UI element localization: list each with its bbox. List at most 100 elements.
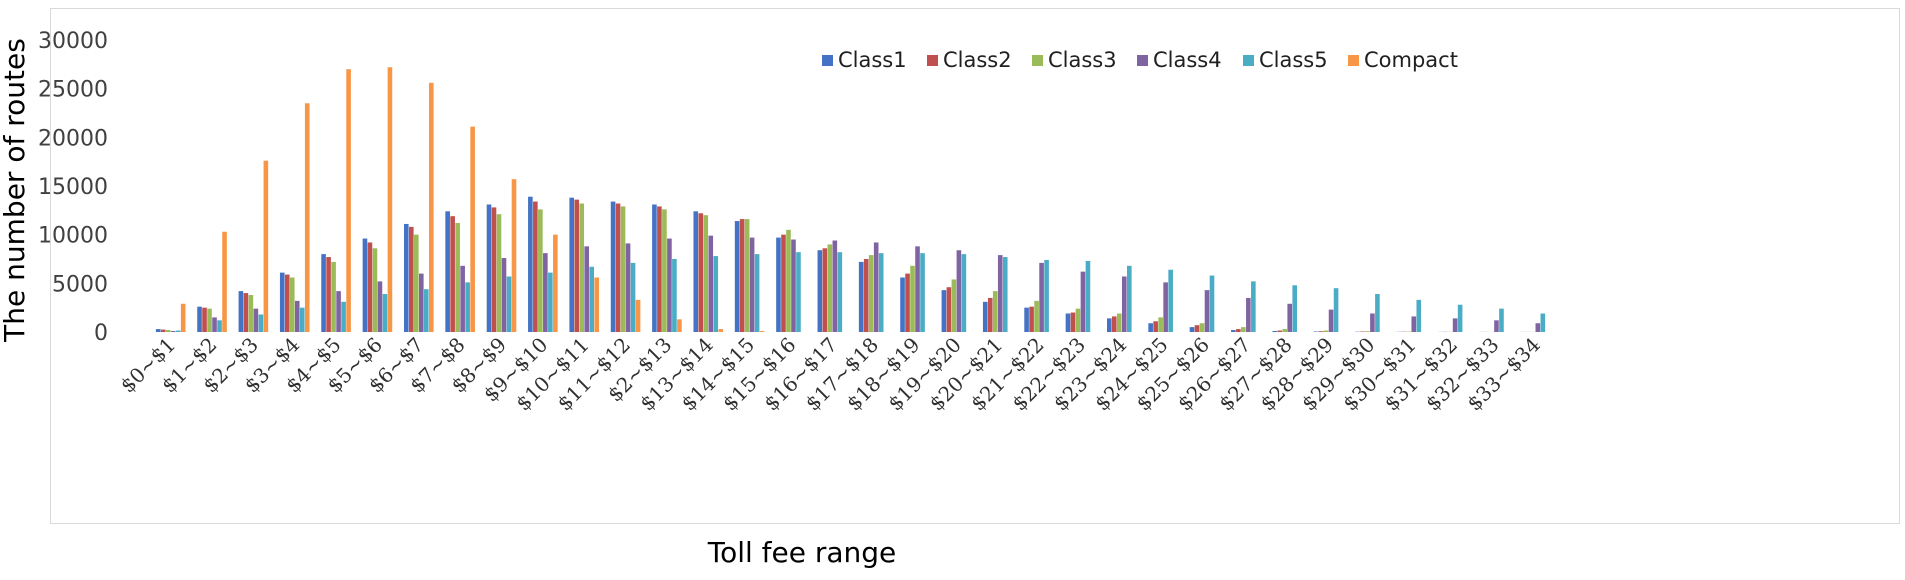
bar-class3-22: [1075, 308, 1081, 332]
legend-swatch-class2: [927, 55, 938, 66]
bar-class5-23: [1126, 265, 1132, 332]
bar-compact-2: [263, 160, 269, 332]
legend-swatch-class3: [1032, 55, 1043, 66]
bar-class4-29: [1370, 313, 1375, 332]
bar-class2-16: [822, 248, 828, 332]
bar-class4-17: [873, 242, 879, 332]
bar-class5-0: [175, 330, 181, 332]
bar-class5-27: [1292, 285, 1298, 332]
bar-class4-15: [791, 239, 796, 332]
bar-compact-1: [222, 231, 227, 332]
bar-class4-4: [336, 291, 341, 332]
bar-class3-5: [372, 248, 378, 332]
bar-class4-20: [997, 255, 1003, 332]
bar-class1-10: [569, 197, 575, 332]
bar-class5-28: [1333, 288, 1339, 332]
bar-class3-24: [1158, 317, 1163, 332]
bar-class5-12: [672, 259, 677, 332]
bar-class2-3: [284, 274, 290, 332]
bar-compact-12: [677, 319, 682, 332]
y-tick-label: 0: [94, 321, 108, 346]
bar-class4-12: [667, 238, 672, 332]
bar-class4-18: [915, 246, 920, 332]
bar-class5-31: [1457, 304, 1463, 332]
bar-class1-12: [652, 204, 657, 332]
bar-class1-17: [858, 261, 864, 332]
bar-class4-25: [1204, 290, 1210, 332]
bar-class4-10: [584, 246, 590, 332]
y-tick-label: 25000: [38, 78, 108, 103]
legend-label-class2: Class2: [943, 48, 1012, 72]
bar-class1-25: [1189, 327, 1195, 332]
bar-class5-6: [423, 289, 429, 332]
bar-class5-19: [961, 254, 967, 332]
bar-class4-22: [1080, 271, 1086, 332]
bar-class2-9: [533, 201, 538, 332]
bar-class3-12: [662, 209, 667, 332]
bar-class5-25: [1209, 275, 1215, 332]
bar-compact-6: [428, 82, 434, 333]
bar-class1-19: [941, 290, 947, 332]
bar-class4-7: [460, 265, 465, 332]
bar-class3-16: [827, 244, 833, 332]
bar-class1-22: [1065, 313, 1071, 332]
bar-class1-2: [238, 291, 244, 332]
y-tick-label: 5000: [52, 272, 108, 297]
bar-class3-29: [1365, 331, 1370, 332]
bar-class4-32: [1494, 320, 1499, 332]
bar-class5-10: [589, 266, 595, 332]
bar-class4-28: [1328, 309, 1334, 332]
bar-class5-4: [341, 301, 346, 332]
bar-class2-2: [243, 293, 249, 332]
bar-class5-2: [258, 314, 264, 332]
bar-class4-23: [1121, 276, 1127, 332]
bar-class2-8: [491, 207, 497, 332]
bar-class4-6: [418, 273, 424, 332]
bar-class3-8: [496, 214, 502, 332]
bar-class2-12: [657, 206, 662, 332]
bar-class3-18: [910, 265, 915, 332]
bar-class1-13: [693, 211, 699, 332]
bar-class1-26: [1231, 330, 1236, 332]
bar-class3-13: [703, 215, 709, 332]
bar-class4-16: [832, 240, 838, 332]
bar-class1-3: [279, 272, 285, 332]
bar-class3-23: [1116, 313, 1122, 332]
bar-class3-0: [165, 330, 171, 332]
legend-swatch-class4: [1137, 55, 1148, 66]
bar-class1-9: [528, 196, 533, 332]
bar-class2-4: [326, 257, 331, 332]
bar-class4-0: [170, 331, 176, 332]
bar-class4-27: [1287, 303, 1293, 332]
bar-class4-2: [253, 308, 259, 332]
bar-class1-0: [155, 329, 161, 332]
bar-class3-21: [1034, 300, 1039, 332]
bar-class5-29: [1375, 294, 1380, 332]
bar-class3-25: [1199, 323, 1205, 332]
bar-class5-17: [878, 253, 884, 332]
bar-class1-18: [900, 277, 905, 332]
bar-class2-23: [1111, 316, 1117, 332]
bar-class2-18: [905, 273, 910, 332]
legend-swatch-class1: [822, 55, 833, 66]
bar-class1-24: [1148, 323, 1153, 332]
bar-class1-8: [486, 204, 492, 332]
bar-class1-21: [1024, 307, 1029, 332]
bar-class2-10: [574, 199, 580, 332]
bar-class2-15: [781, 234, 786, 332]
bar-class5-11: [630, 262, 636, 332]
bar-class1-11: [610, 201, 616, 332]
bar-compact-13: [718, 329, 724, 332]
legend-label-class4: Class4: [1153, 48, 1222, 72]
bar-class5-30: [1416, 299, 1422, 332]
bar-class1-20: [982, 301, 988, 332]
bar-class2-20: [987, 297, 993, 332]
y-tick-label: 10000: [38, 224, 108, 249]
bar-class3-28: [1323, 330, 1329, 332]
legend-label-compact: Compact: [1364, 48, 1458, 72]
bar-class4-14: [749, 237, 755, 332]
bar-class1-27: [1272, 331, 1278, 332]
bar-class3-6: [413, 234, 419, 332]
chart-frame: [50, 8, 1900, 524]
bar-class5-9: [548, 272, 553, 332]
